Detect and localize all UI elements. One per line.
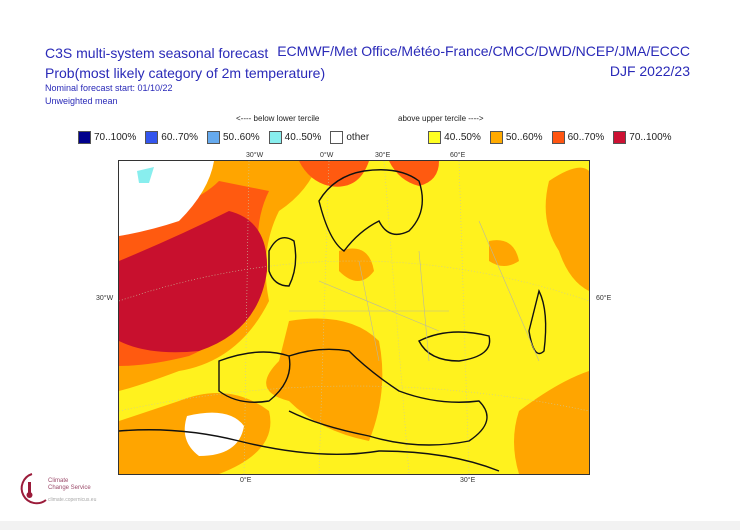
centres: ECMWF/Met Office/Météo-France/CMCC/DWD/N…: [277, 43, 690, 59]
legend-item: 50..60%: [206, 131, 260, 144]
coastline-africa: [119, 429, 500, 472]
legend-label: 40..50%: [284, 132, 322, 143]
legend-item: 60..70%: [551, 131, 605, 144]
legend-label: 50..60%: [222, 132, 260, 143]
coastline-caspian: [528, 288, 547, 355]
region-orange: [489, 240, 519, 266]
legend-label: 60..70%: [161, 132, 198, 143]
legend-swatch: [206, 131, 220, 144]
legend-swatch: [330, 131, 344, 144]
forecast-start: Nominal forecast start: 01/10/22: [45, 83, 173, 93]
grid-label: 30°E: [460, 477, 476, 484]
legend-label: 50..60%: [505, 132, 543, 143]
season: DJF 2022/23: [609, 63, 690, 79]
legend-item: other: [330, 131, 369, 144]
region-orange: [339, 248, 374, 281]
legend-item: 60..70%: [145, 131, 198, 144]
region-orange: [299, 161, 369, 187]
legend-label: 70..100%: [94, 132, 137, 143]
legend-label: 70..100%: [629, 132, 672, 143]
grid-label: 60°E: [596, 295, 612, 302]
title-line-1: C3S multi-system seasonal forecast: [45, 45, 269, 61]
region-white: [184, 412, 244, 456]
legend-label: 60..70%: [567, 132, 605, 143]
legend-label: 40..50%: [444, 132, 481, 143]
legend-swatch: [145, 131, 159, 144]
title-line-2: Prob(most likely category of 2m temperat…: [45, 65, 326, 81]
legend-swatch: [428, 131, 442, 144]
coastline-mediterranean: [288, 348, 488, 446]
weighting: Unweighted mean: [45, 96, 118, 106]
bottom-bar: [0, 521, 740, 530]
region-orange: [389, 161, 439, 186]
legend: 70..100% 60..70% 50..60% 40..50% other 40..50…: [78, 131, 681, 144]
legend-item: 70..100%: [613, 131, 672, 144]
grid-label: 30°W: [246, 152, 264, 159]
grid-label: 30°W: [96, 295, 114, 302]
legend-item: 50..60%: [489, 131, 543, 144]
legend-swatch: [78, 131, 91, 144]
coastline-black-sea: [418, 331, 491, 362]
legend-item: 40..50%: [268, 131, 322, 144]
logo-url: climate.copernicus.eu: [48, 497, 97, 503]
probability-map: [118, 160, 590, 475]
coastline-iberia: [218, 351, 291, 403]
legend-item: 70..100%: [78, 131, 136, 144]
coastline-britain: [268, 237, 297, 287]
legend-swatch: [551, 131, 565, 144]
legend-label: other: [346, 132, 370, 143]
region-orange: [545, 167, 589, 291]
logo-text: Climate: [48, 478, 69, 484]
logo-text: Change Service: [48, 485, 91, 491]
region-red: [119, 211, 268, 353]
grid-label: 30°E: [375, 152, 391, 159]
region-orange: [266, 318, 383, 441]
coastline-scandinavia: [318, 169, 423, 252]
region-cyan: [137, 167, 154, 183]
legend-swatch: [268, 131, 282, 144]
legend-item: 40..50%: [428, 131, 481, 144]
legend-swatch: [613, 131, 627, 144]
grid-label: 0°W: [320, 152, 334, 159]
below-tercile-label: <---- below lower tercile: [236, 114, 320, 123]
copernicus-logo: Climate Change Service climate.copernicus.…: [14, 470, 96, 515]
grid-label: 60°E: [450, 152, 466, 159]
grid-label: 0°E: [240, 477, 252, 484]
above-tercile-label: above upper tercile ---->: [398, 114, 484, 123]
region-orange: [514, 371, 589, 474]
legend-swatch: [489, 131, 503, 144]
